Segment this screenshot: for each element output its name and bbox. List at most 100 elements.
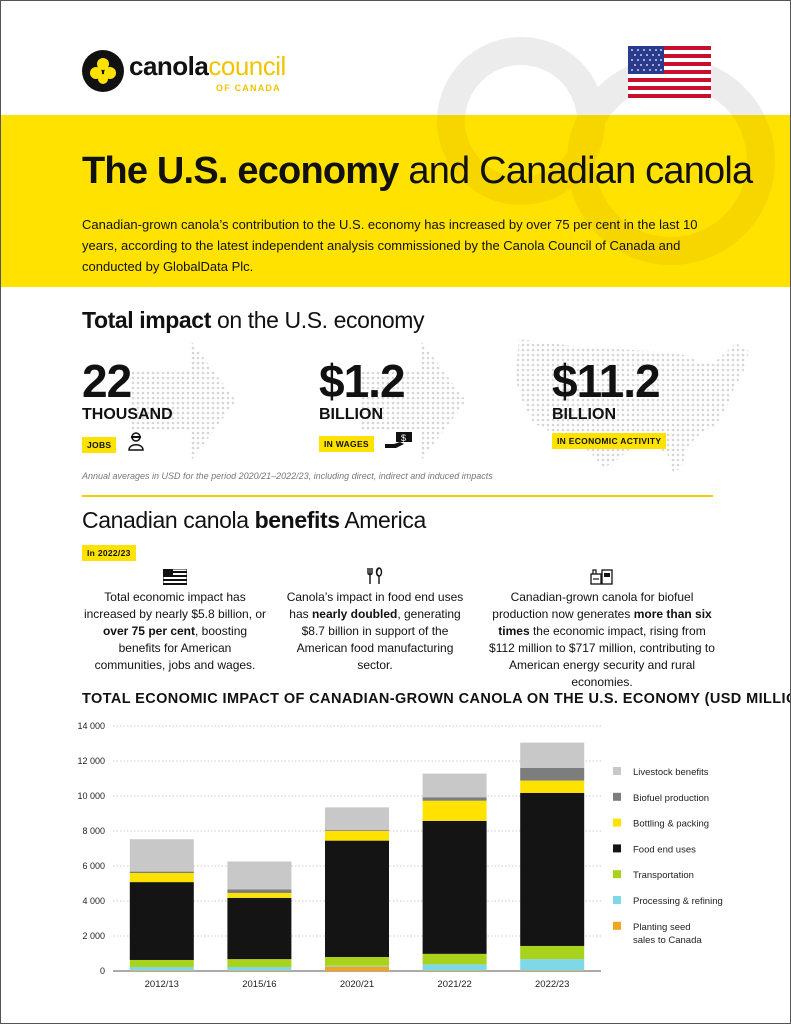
- hand-money-icon: $: [384, 431, 414, 454]
- stat-activity-number: $11.2: [552, 355, 661, 407]
- bar-segment: [227, 892, 292, 898]
- benefit-biofuel: Canadian-grown canola for biofuel produc…: [488, 567, 716, 691]
- y-tick-label: 8 000: [82, 826, 105, 836]
- bar-segment: [227, 897, 292, 960]
- bar-segment: [325, 966, 389, 971]
- worker-icon: [127, 431, 145, 456]
- bar-segment: [422, 820, 487, 954]
- stat-activity-unit: BILLION: [552, 406, 616, 423]
- bar-segment: [520, 959, 585, 971]
- bar-segment: [129, 959, 194, 967]
- stat-jobs-unit: THOUSAND: [82, 406, 173, 423]
- legend-label: Processing & refining: [633, 896, 723, 907]
- legend-label-line2: sales to Canada: [633, 935, 702, 946]
- benefit-3-text-b: the economic impact, rising from $112 mi…: [489, 624, 715, 689]
- bar-segment: [129, 871, 194, 873]
- dotted-arrow-2: [361, 341, 466, 461]
- legend-label: Planting seed: [633, 922, 691, 933]
- stat-wages-unit: BILLION: [319, 406, 383, 423]
- x-tick-label: 2020/21: [340, 979, 374, 990]
- bar-segment: [129, 970, 194, 971]
- logo-subtitle: OF CANADA: [216, 83, 281, 93]
- bar-segment: [129, 873, 194, 883]
- bar-segment: [422, 970, 487, 971]
- section-divider: [82, 495, 713, 497]
- bar-segment: [227, 861, 292, 890]
- year-tag: In 2022/23: [82, 543, 136, 561]
- benefit-2-text-a: Canola’s impact in food end uses has: [286, 590, 464, 621]
- bar-segment: [129, 882, 194, 960]
- bar-segment: [227, 970, 292, 971]
- bar-segment: [520, 792, 585, 946]
- bar-segment: [325, 807, 389, 831]
- total-impact-heading-rest: on the U.S. economy: [210, 307, 425, 333]
- stat-wages-tag: IN WAGES: [319, 435, 374, 452]
- benefit-3-bold: more than six times: [498, 607, 712, 638]
- bar-segment: [520, 945, 585, 960]
- chart-title: TOTAL ECONOMIC IMPACT OF CANADIAN-GROWN …: [82, 691, 791, 707]
- y-tick-label: 10 000: [77, 791, 105, 801]
- legend-label: Bottling & packing: [633, 819, 709, 830]
- y-tick-label: 4 000: [82, 896, 105, 906]
- bar-segment: [227, 889, 292, 893]
- bar-segment: [422, 964, 487, 971]
- flag-icon: [163, 569, 187, 585]
- stat-activity-tag: IN ECONOMIC ACTIVITY: [552, 433, 667, 449]
- fuel-plant-icon: [590, 569, 613, 585]
- total-impact-heading: Total impact on the U.S. economy: [82, 307, 425, 334]
- stat-economic-activity: $11.2 BILLION IN ECONOMIC ACTIVITY: [552, 355, 667, 449]
- stacked-bar-chart: 0 2 000 4 000 6 000 8 000 10 000 12 000 14 000 2…: [77, 721, 723, 990]
- legend-swatch: [613, 767, 621, 775]
- y-tick-label: 14 000: [77, 721, 105, 731]
- y-tick-label: 6 000: [82, 861, 105, 871]
- bar-segment: [325, 840, 389, 957]
- bar-segment: [520, 742, 585, 768]
- impact-footnote: Annual averages in USD for the period 20…: [82, 471, 493, 481]
- year-tag-label: In 2022/23: [82, 545, 136, 561]
- benefit-2-bold: nearly doubled: [311, 607, 398, 621]
- benefit-2-text-b: , generating $8.7 billion in support of …: [296, 607, 461, 672]
- total-impact-heading-bold: Total impact: [82, 307, 211, 333]
- benefit-1-bold: over 75 per cent: [102, 624, 195, 638]
- logo-word-canola: canola: [129, 51, 209, 81]
- bar-segment: [325, 831, 389, 841]
- benefits-heading-rest: America: [339, 507, 426, 533]
- legend-label: Transportation: [633, 870, 694, 881]
- benefit-food-end-uses: Canola’s impact in food end uses has nea…: [284, 567, 466, 674]
- logo-wordmark: canolacouncil: [129, 51, 286, 82]
- benefits-heading: Canadian canola benefits America: [82, 507, 426, 534]
- y-tick-label: 12 000: [77, 756, 105, 766]
- us-flag-icon: [628, 46, 711, 98]
- bar-segment: [422, 773, 487, 798]
- x-tick-label: 2022/23: [535, 979, 569, 990]
- benefits-heading-normal: Canadian canola: [82, 507, 255, 533]
- bar-segment: [520, 970, 585, 971]
- logo-word-council: council: [208, 51, 286, 81]
- y-tick-label: 2 000: [82, 931, 105, 941]
- x-tick-label: 2015/16: [242, 979, 276, 990]
- stat-wages-number: $1.2: [319, 355, 406, 407]
- stat-jobs-number: 22: [82, 355, 132, 407]
- bar-segment: [129, 839, 194, 872]
- bar-segment: [325, 957, 389, 966]
- stat-wages: $1.2 BILLION IN WAGES $: [319, 357, 414, 454]
- page-title: The U.S. economy and Canadian canola: [82, 149, 753, 193]
- svg-text:$: $: [401, 433, 406, 443]
- legend-swatch: [613, 792, 621, 801]
- title-bold: The U.S. economy: [82, 150, 399, 192]
- bar-segment: [227, 959, 292, 967]
- bar-segment: [520, 768, 585, 781]
- legend-label: Biofuel production: [633, 793, 709, 804]
- bar-segment: [325, 965, 389, 967]
- legend-swatch: [613, 921, 621, 930]
- benefit-1-text-a: Total economic impact has increased by n…: [83, 590, 267, 621]
- dotted-arrow-1: [131, 341, 236, 461]
- benefit-1-text-b: , boosting benefits for American communi…: [94, 624, 256, 672]
- intro-paragraph: Canadian-grown canola’s contribution to …: [82, 217, 698, 274]
- bar-segment: [422, 800, 487, 821]
- utensils-icon: [367, 567, 383, 584]
- header-band: [1, 115, 790, 287]
- benefit-3-text-a: Canadian-grown canola for biofuel produc…: [492, 590, 694, 621]
- canola-flower-icon: [82, 50, 124, 92]
